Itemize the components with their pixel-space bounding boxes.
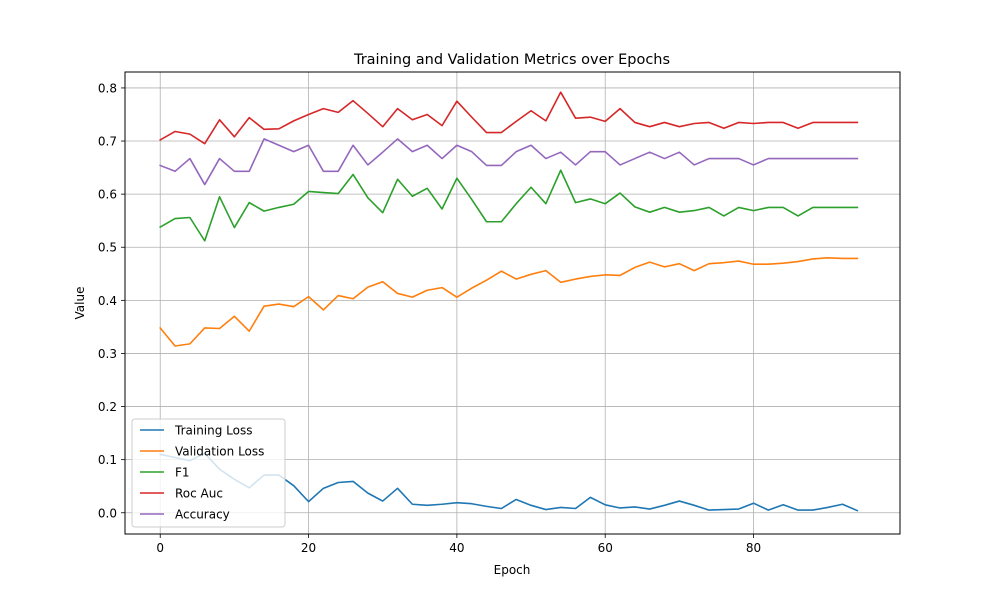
legend-label-f1: F1 (175, 466, 190, 480)
y-axis-label: Value (73, 287, 87, 320)
x-tick-label: 0 (156, 541, 164, 555)
gridlines (125, 72, 900, 534)
y-tick-label: 0.4 (98, 294, 117, 308)
series-line-f1 (159, 169, 859, 242)
series-line-roc-auc (159, 91, 859, 145)
chart-title: Training and Validation Metrics over Epo… (353, 52, 670, 68)
series-line-validation-loss (159, 257, 859, 347)
legend-label-roc-auc: Roc Auc (175, 487, 223, 501)
x-tick-label: 40 (449, 541, 464, 555)
y-tick-label: 0.2 (98, 400, 117, 414)
axis-ticks: 0 20 40 60 80 0.0 0.1 0.2 0.3 0.4 0.5 0.6 0.7 0.8 (98, 81, 761, 555)
x-tick-label: 60 (598, 541, 613, 555)
legend-label-training-loss: Training Loss (174, 424, 252, 438)
y-tick-label: 0.1 (98, 453, 117, 467)
legend-box (131, 418, 286, 528)
x-tick-label: 80 (746, 541, 761, 555)
legend-label-accuracy: Accuracy (175, 508, 230, 522)
series-lines (159, 91, 859, 512)
legend: Training Loss Validation Loss F1 Roc Auc Acc… (131, 418, 286, 528)
y-tick-label: 0.7 (98, 135, 117, 149)
plot-frame (124, 71, 901, 535)
y-tick-label: 0.3 (98, 347, 117, 361)
x-axis-label: Epoch (494, 563, 531, 577)
y-tick-label: 0.8 (98, 81, 117, 95)
y-tick-label: 0.6 (98, 188, 117, 202)
y-tick-label: 0.5 (98, 241, 117, 255)
series-line-accuracy (159, 138, 859, 186)
x-tick-label: 20 (301, 541, 316, 555)
legend-label-validation-loss: Validation Loss (175, 445, 264, 459)
y-tick-label: 0.0 (98, 506, 117, 520)
